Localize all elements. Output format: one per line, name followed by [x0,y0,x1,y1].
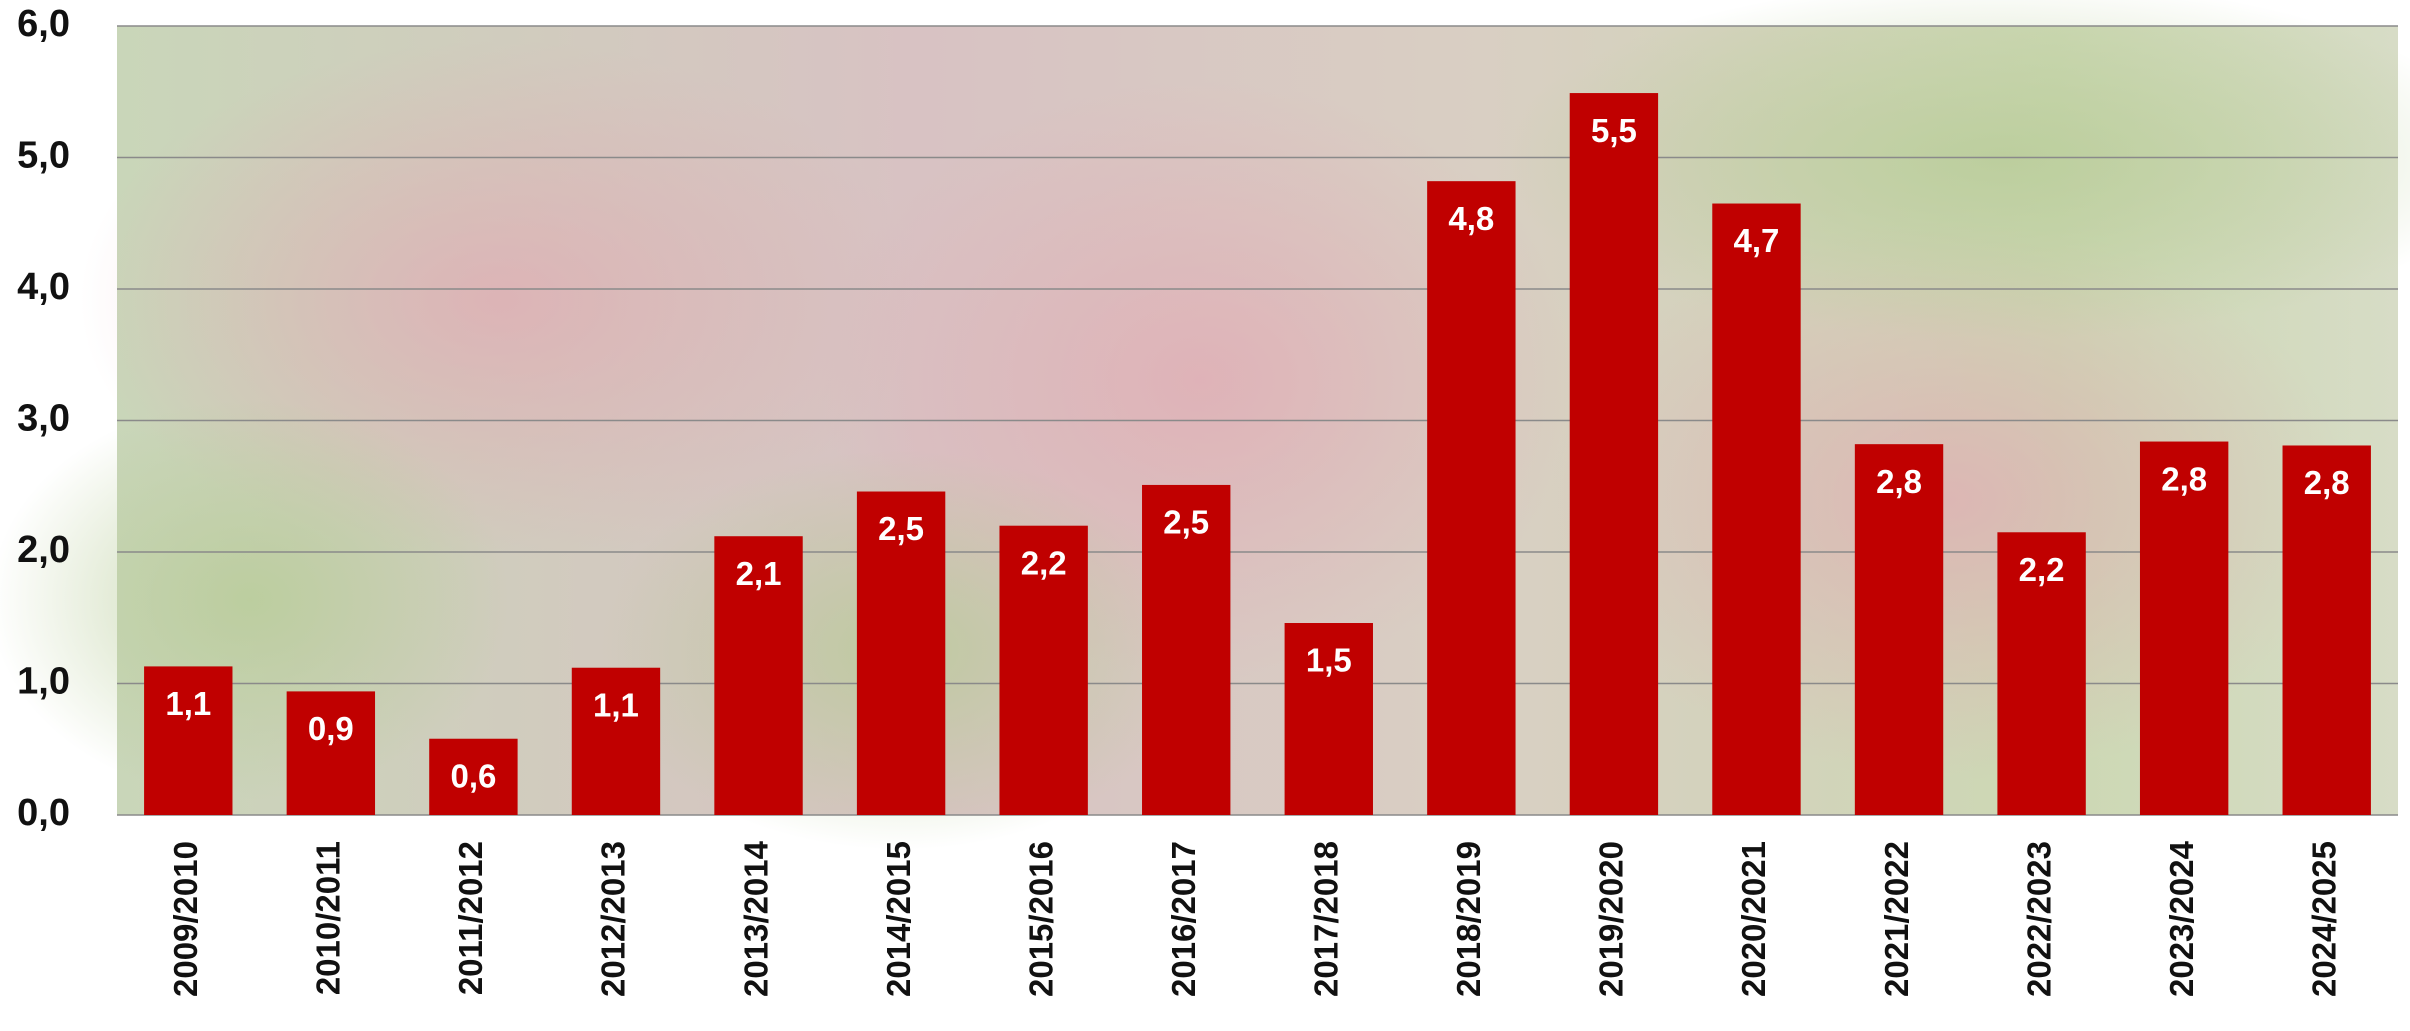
x-tick-label: 2014/2015 [880,841,917,997]
bar [2282,445,2371,815]
bar [286,691,376,815]
value-label: 0,9 [308,710,354,747]
value-label: 2,8 [2304,464,2350,501]
value-label: 4,7 [1734,222,1780,259]
value-label: 1,1 [165,685,211,722]
value-label: 2,8 [2161,460,2207,497]
bar [1427,181,1516,816]
bar [571,667,661,815]
y-tick-label: 5,0 [17,135,70,177]
value-label: 1,1 [593,686,639,723]
x-tick-label: 2021/2022 [1878,841,1915,997]
bar [999,525,1088,815]
y-tick-label: 4,0 [17,266,70,308]
y-tick-label: 6,0 [17,3,70,45]
x-tick-label: 2013/2014 [737,840,774,997]
x-tick-label: 2020/2021 [1735,841,1772,997]
value-label: 1,5 [1306,642,1352,679]
bar [856,491,946,815]
y-tick-label: 1,0 [17,661,70,703]
x-tick-label: 2023/2024 [2163,840,2200,997]
x-tick-label: 2010/2011 [310,841,347,995]
bar [1854,444,1944,815]
bar [1569,93,1659,815]
x-tick-label: 2018/2019 [1450,841,1487,997]
value-label: 2,2 [2019,551,2065,588]
y-tick-label: 3,0 [17,398,70,440]
bar [1712,203,1801,815]
value-label: 2,5 [878,510,924,547]
value-label: 2,5 [1163,504,1209,541]
x-tick-label: 2022/2023 [2020,841,2057,997]
y-tick-label: 0,0 [17,792,70,834]
value-label: 4,8 [1448,200,1494,237]
value-label: 2,1 [736,555,782,592]
x-tick-label: 2017/2018 [1308,841,1345,997]
value-label: 2,2 [1021,544,1067,581]
bar [2139,441,2229,815]
x-tick-label: 2009/2010 [167,841,204,997]
bar [1142,484,1231,815]
x-tick-label: 2024/2025 [2305,841,2342,997]
bar [714,536,803,815]
x-tick-label: 2012/2013 [595,841,632,997]
value-label: 0,6 [450,757,496,794]
value-label: 5,5 [1591,112,1637,149]
x-tick-label: 2015/2016 [1022,841,1059,997]
x-tick-label: 2019/2020 [1593,841,1630,997]
x-tick-label: 2016/2017 [1165,841,1202,997]
bar [429,738,518,815]
value-label: 2,8 [1876,463,1922,500]
bar [144,666,233,815]
y-tick-label: 2,0 [17,529,70,571]
x-tick-label: 2011/2012 [452,841,489,995]
bar [1284,623,1373,815]
bar [1997,532,2086,815]
